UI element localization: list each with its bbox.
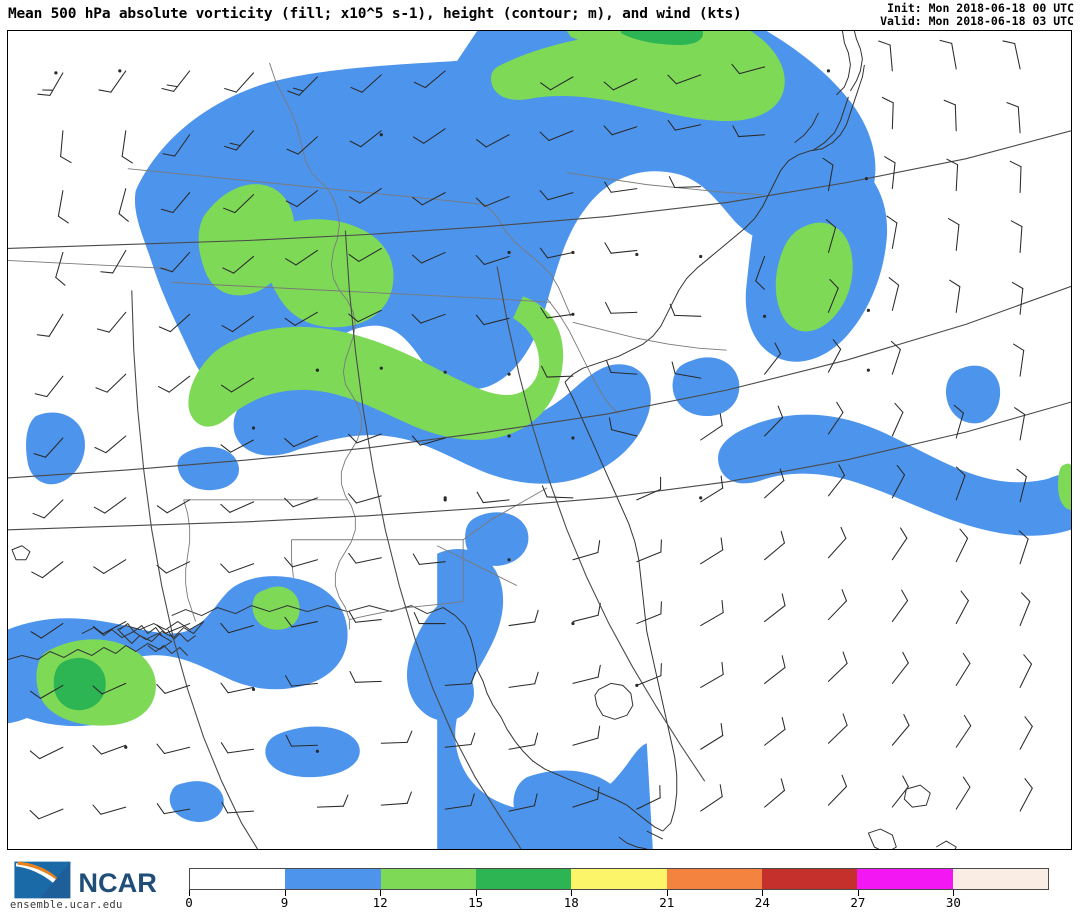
colorbar-tick-label: 12 xyxy=(372,895,388,910)
colorbar-swatch-21-24[interactable] xyxy=(666,869,762,889)
ncar-logo: NCAR xyxy=(14,861,157,899)
colorbar-tick-label: 15 xyxy=(468,895,484,910)
colorbar-tick-label: 27 xyxy=(850,895,866,910)
vorticity-fill-15-18 xyxy=(53,31,703,711)
colorbar-tick-label: 24 xyxy=(754,895,770,910)
colorbar-tick xyxy=(953,890,955,896)
colorbar-swatch-24-27[interactable] xyxy=(761,869,858,889)
header-bar: Mean 500 hPa absolute vorticity (fill; x… xyxy=(0,0,1080,30)
colorbar-swatch-0-9[interactable] xyxy=(190,869,286,889)
colorbar-tick xyxy=(380,890,382,896)
colorbar-tick-label: 21 xyxy=(659,895,675,910)
svg-text:NCAR: NCAR xyxy=(78,867,157,898)
colorbar[interactable]: 0 9 12 15 18 21 24 27 30 xyxy=(185,868,1049,912)
colorbar-swatch->30[interactable] xyxy=(952,869,1048,889)
ncar-url-label: ensemble.ucar.edu xyxy=(10,899,123,911)
vorticity-map xyxy=(8,31,1071,849)
colorbar-tick xyxy=(857,890,859,896)
height-contour-layer xyxy=(8,130,1071,849)
footer-bar: NCAR ensemble.ucar.edu 0 9 12 15 18 21 24 27 30 xyxy=(0,852,1080,915)
colorbar-swatches[interactable] xyxy=(189,868,1049,890)
colorbar-tick xyxy=(189,890,190,896)
colorbar-tick xyxy=(571,890,573,896)
page-title: Mean 500 hPa absolute vorticity (fill; x… xyxy=(8,6,742,22)
colorbar-tick xyxy=(284,890,286,896)
colorbar-swatch-12-15[interactable] xyxy=(380,869,476,889)
colorbar-tick-labels: 0 9 12 15 18 21 24 27 30 xyxy=(185,890,1049,912)
colorbar-tick-label: 30 xyxy=(945,895,961,910)
colorbar-swatch-27-30[interactable] xyxy=(857,869,953,889)
map-plot-area[interactable] xyxy=(7,30,1072,850)
valid-time-label: Valid: Mon 2018-06-18 03 UTC xyxy=(880,14,1074,28)
colorbar-swatch-15-18[interactable] xyxy=(475,869,572,889)
wind-barb-layer xyxy=(29,39,1033,820)
colorbar-tick xyxy=(475,890,477,896)
valid-time-block: Init: Mon 2018-06-18 00 UTC Valid: Mon 2… xyxy=(880,2,1074,28)
calm-wind-dot-layer xyxy=(54,69,870,753)
colorbar-swatch-9-12[interactable] xyxy=(285,869,381,889)
coastline-layer xyxy=(8,31,957,849)
colorbar-tick xyxy=(666,890,668,896)
colorbar-tick-label: 18 xyxy=(563,895,579,910)
colorbar-tick xyxy=(762,890,764,896)
colorbar-tick-label: 9 xyxy=(280,895,289,910)
init-time-label: Init: Mon 2018-06-18 00 UTC xyxy=(887,1,1074,15)
colorbar-swatch-18-21[interactable] xyxy=(571,869,667,889)
colorbar-tick-label: 0 xyxy=(185,895,193,910)
